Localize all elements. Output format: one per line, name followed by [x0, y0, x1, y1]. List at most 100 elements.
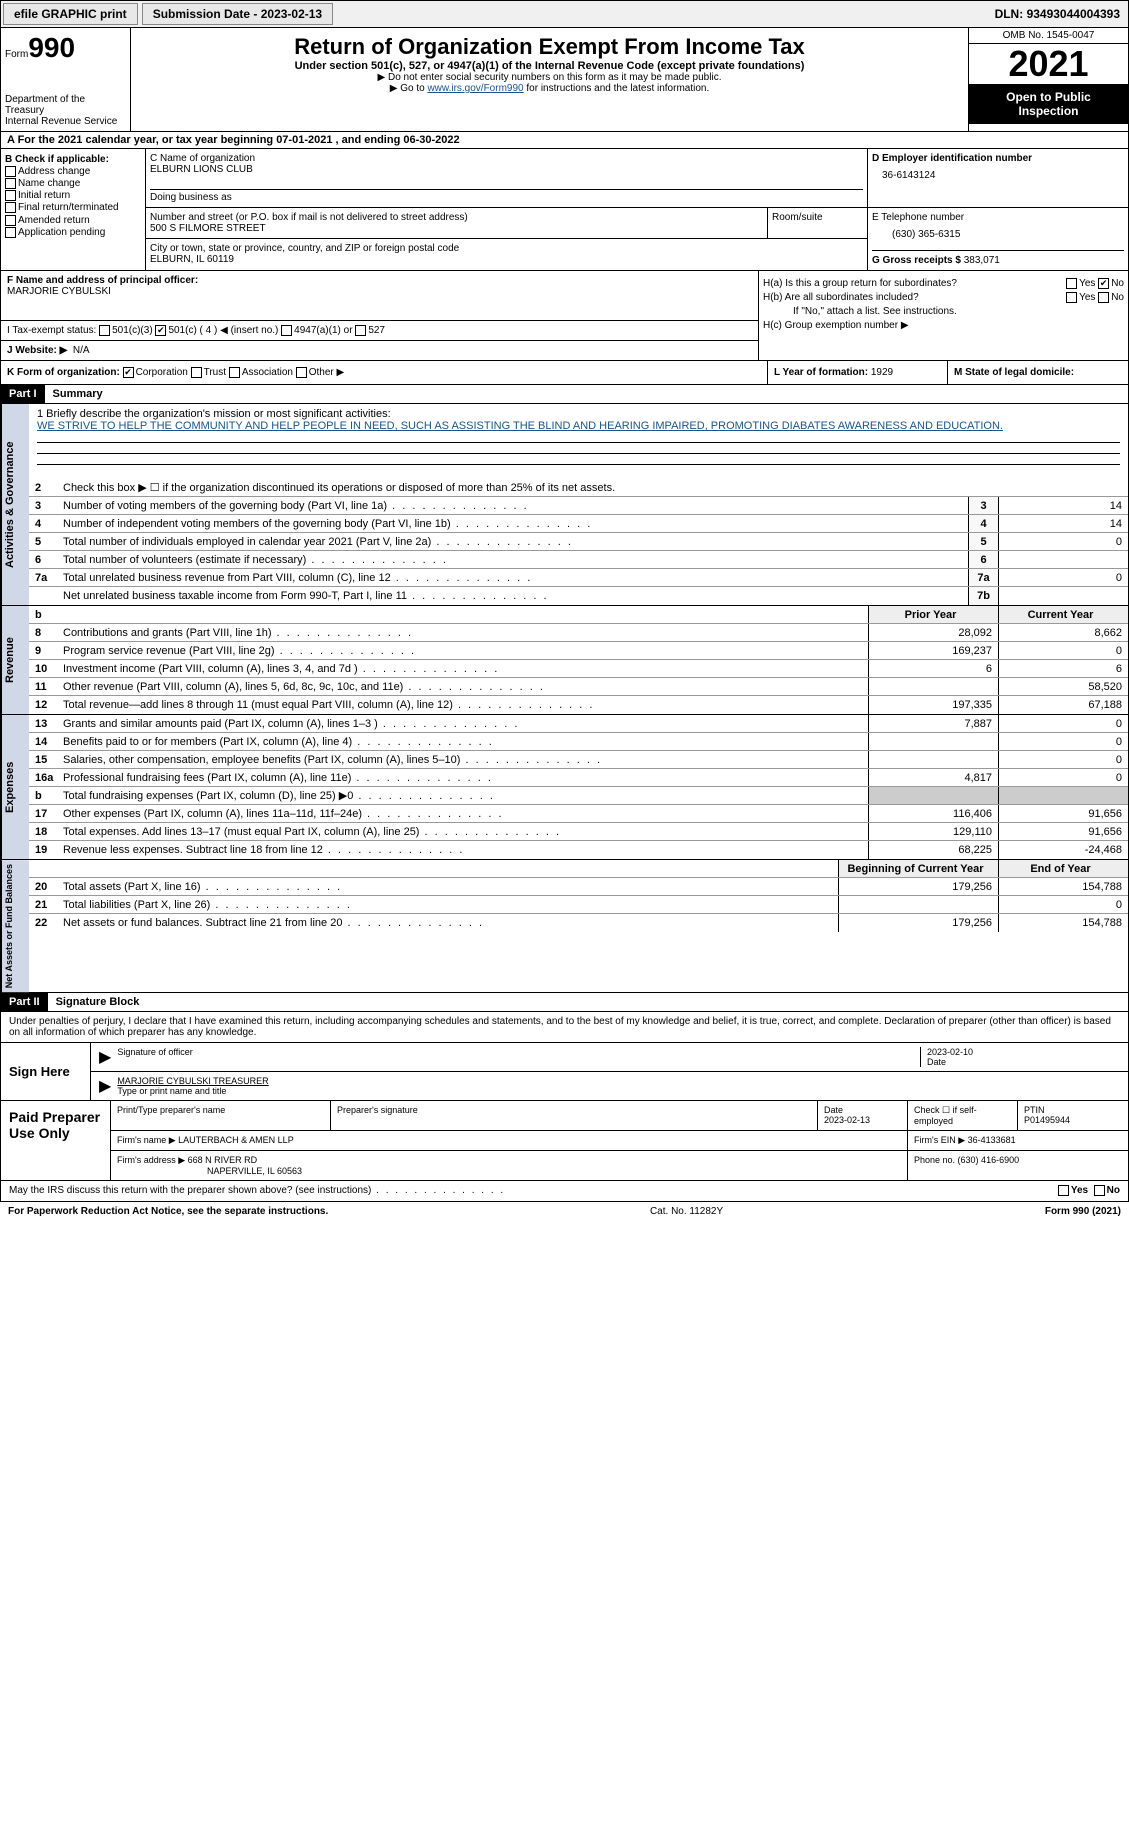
cb-discuss-yes[interactable]	[1058, 1185, 1069, 1196]
open-to-public: Open to Public Inspection	[969, 84, 1128, 124]
data-line: 11Other revenue (Part VIII, column (A), …	[29, 678, 1128, 696]
cb-hb-no[interactable]	[1098, 292, 1109, 303]
pra-notice: For Paperwork Reduction Act Notice, see …	[8, 1206, 328, 1217]
cb-501c3[interactable]	[99, 325, 110, 336]
cb-4947[interactable]	[281, 325, 292, 336]
row-f: F Name and address of principal officer:…	[1, 271, 758, 321]
sign-here-label: Sign Here	[1, 1043, 91, 1100]
col-current-year: Current Year	[998, 606, 1128, 623]
form-header: Form990 Department of the Treasury Inter…	[0, 28, 1129, 132]
part1-header: Part I Summary	[0, 385, 1129, 404]
data-line: 9Program service revenue (Part VIII, lin…	[29, 642, 1128, 660]
org-name-cell: C Name of organization ELBURN LIONS CLUB…	[146, 149, 868, 207]
sig-declaration: Under penalties of perjury, I declare th…	[1, 1012, 1128, 1042]
data-line: 16aProfessional fundraising fees (Part I…	[29, 769, 1128, 787]
section-revenue: Revenue b Prior Year Current Year 8Contr…	[0, 606, 1129, 715]
tax-year: 2021	[969, 44, 1128, 84]
data-line: 20Total assets (Part X, line 16)179,2561…	[29, 878, 1128, 896]
cb-name-change[interactable]	[5, 178, 16, 189]
data-line: bTotal fundraising expenses (Part IX, co…	[29, 787, 1128, 805]
row-m: M State of legal domicile:	[948, 361, 1128, 384]
cb-discuss-no[interactable]	[1094, 1185, 1105, 1196]
gov-line: 3Number of voting members of the governi…	[29, 497, 1128, 515]
side-governance: Activities & Governance	[1, 404, 29, 605]
arrow-icon: ▶	[99, 1047, 111, 1067]
row-j: J Website: ▶ N/A	[1, 341, 758, 360]
col-b-checkboxes: B Check if applicable: Address change Na…	[1, 149, 146, 270]
col-beginning-year: Beginning of Current Year	[838, 860, 998, 877]
mission-text: WE STRIVE TO HELP THE COMMUNITY AND HELP…	[37, 420, 1120, 432]
data-line: 22Net assets or fund balances. Subtract …	[29, 914, 1128, 932]
data-line: 17Other expenses (Part IX, column (A), l…	[29, 805, 1128, 823]
side-net-assets: Net Assets or Fund Balances	[1, 860, 29, 992]
tel-cell: E Telephone number (630) 365-6315 G Gros…	[868, 208, 1128, 270]
col-end-year: End of Year	[998, 860, 1128, 877]
side-revenue: Revenue	[1, 606, 29, 714]
cb-ha-yes[interactable]	[1066, 278, 1077, 289]
na-header-row: Beginning of Current Year End of Year	[29, 860, 1128, 878]
rev-header-row: b Prior Year Current Year	[29, 606, 1128, 624]
gov-line: 7aTotal unrelated business revenue from …	[29, 569, 1128, 587]
signature-block: Under penalties of perjury, I declare th…	[0, 1012, 1129, 1181]
cb-initial-return[interactable]	[5, 190, 16, 201]
paid-preparer-block: Paid Preparer Use Only Print/Type prepar…	[1, 1100, 1128, 1180]
footer-discuss: May the IRS discuss this return with the…	[0, 1181, 1129, 1201]
header-left: Form990 Department of the Treasury Inter…	[1, 28, 131, 131]
data-line: 21Total liabilities (Part X, line 26)0	[29, 896, 1128, 914]
data-line: 10Investment income (Part VIII, column (…	[29, 660, 1128, 678]
cat-number: Cat. No. 11282Y	[650, 1206, 723, 1217]
omb-number: OMB No. 1545-0047	[969, 28, 1128, 44]
cb-other[interactable]	[296, 367, 307, 378]
irs-link[interactable]: www.irs.gov/Form990	[427, 83, 523, 94]
cb-527[interactable]	[355, 325, 366, 336]
cb-corp[interactable]: ✔	[123, 367, 134, 378]
gov-line: Net unrelated business taxable income fr…	[29, 587, 1128, 605]
row-i: I Tax-exempt status: 501(c)(3) ✔501(c) (…	[1, 321, 758, 341]
header-right: OMB No. 1545-0047 2021 Open to Public In…	[968, 28, 1128, 131]
cb-amended[interactable]	[5, 215, 16, 226]
subtitle-3: ▶ Go to www.irs.gov/Form990 for instruct…	[137, 83, 962, 94]
cb-address-change[interactable]	[5, 166, 16, 177]
form-title: Return of Organization Exempt From Incom…	[137, 34, 962, 60]
block-fhij: F Name and address of principal officer:…	[0, 271, 1129, 361]
section-expenses: Expenses 13Grants and similar amounts pa…	[0, 715, 1129, 860]
subtitle-1: Under section 501(c), 527, or 4947(a)(1)…	[137, 60, 962, 72]
form-number: 990	[28, 32, 75, 63]
efile-button[interactable]: efile GRAPHIC print	[3, 3, 138, 25]
gov-line: 6Total number of volunteers (estimate if…	[29, 551, 1128, 569]
row-l: L Year of formation: 1929	[768, 361, 948, 384]
form-ref: Form 990 (2021)	[1045, 1206, 1121, 1217]
cb-501c[interactable]: ✔	[155, 325, 166, 336]
cb-ha-no[interactable]: ✔	[1098, 278, 1109, 289]
gov-line: 2Check this box ▶ ☐ if the organization …	[29, 479, 1128, 497]
part2-header: Part II Signature Block	[0, 993, 1129, 1012]
col-cd: C Name of organization ELBURN LIONS CLUB…	[146, 149, 1128, 270]
dept-treasury: Department of the Treasury	[5, 94, 126, 116]
dln: DLN: 93493044004393	[995, 7, 1128, 21]
address-cell: Number and street (or P.O. box if mail i…	[146, 208, 868, 270]
header-title-block: Return of Organization Exempt From Incom…	[131, 28, 968, 131]
cb-assoc[interactable]	[229, 367, 240, 378]
paid-preparer-label: Paid Preparer Use Only	[1, 1101, 111, 1180]
data-line: 15Salaries, other compensation, employee…	[29, 751, 1128, 769]
data-line: 14Benefits paid to or for members (Part …	[29, 733, 1128, 751]
row-k: K Form of organization: ✔Corporation Tru…	[1, 361, 768, 384]
bottom-bar: For Paperwork Reduction Act Notice, see …	[0, 1202, 1129, 1221]
irs-label: Internal Revenue Service	[5, 116, 126, 127]
col-prior-year: Prior Year	[868, 606, 998, 623]
data-line: 19Revenue less expenses. Subtract line 1…	[29, 841, 1128, 859]
block-bcd: B Check if applicable: Address change Na…	[0, 149, 1129, 271]
top-bar: efile GRAPHIC print Submission Date - 20…	[0, 0, 1129, 28]
sig-officer-label: Signature of officer	[117, 1047, 920, 1067]
cb-app-pending[interactable]	[5, 227, 16, 238]
section-governance: Activities & Governance 1 Briefly descri…	[0, 404, 1129, 606]
data-line: 8Contributions and grants (Part VIII, li…	[29, 624, 1128, 642]
cb-final-return[interactable]	[5, 202, 16, 213]
mission-block: 1 Briefly describe the organization's mi…	[29, 404, 1128, 479]
cb-hb-yes[interactable]	[1066, 292, 1077, 303]
fij-col: F Name and address of principal officer:…	[1, 271, 758, 360]
arrow-icon: ▶	[99, 1076, 111, 1096]
submission-date: Submission Date - 2023-02-13	[142, 3, 333, 25]
gov-line: 4Number of independent voting members of…	[29, 515, 1128, 533]
cb-trust[interactable]	[191, 367, 202, 378]
